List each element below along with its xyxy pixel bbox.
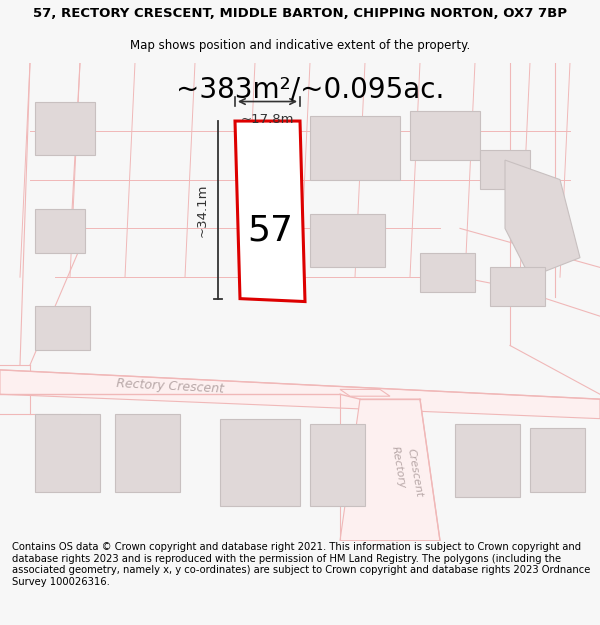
Bar bbox=[490, 268, 545, 306]
Text: Rectory Crescent: Rectory Crescent bbox=[116, 377, 224, 396]
Text: Crescent: Crescent bbox=[406, 447, 424, 498]
Bar bbox=[35, 101, 95, 155]
Text: ~17.8m: ~17.8m bbox=[241, 112, 294, 126]
Bar bbox=[420, 253, 475, 292]
Bar bbox=[220, 419, 300, 506]
Bar bbox=[35, 209, 85, 252]
Bar bbox=[115, 414, 180, 492]
Bar bbox=[35, 414, 100, 492]
Polygon shape bbox=[0, 370, 600, 419]
Bar bbox=[530, 428, 585, 492]
Bar bbox=[455, 424, 520, 497]
Bar bbox=[310, 116, 400, 179]
Text: ~383m²/~0.095ac.: ~383m²/~0.095ac. bbox=[176, 76, 444, 104]
Text: Map shows position and indicative extent of the property.: Map shows position and indicative extent… bbox=[130, 39, 470, 51]
Bar bbox=[35, 306, 90, 351]
Bar bbox=[310, 424, 365, 506]
Text: 57, RECTORY CRESCENT, MIDDLE BARTON, CHIPPING NORTON, OX7 7BP: 57, RECTORY CRESCENT, MIDDLE BARTON, CHI… bbox=[33, 8, 567, 20]
Bar bbox=[410, 111, 480, 160]
Text: ~34.1m: ~34.1m bbox=[196, 183, 209, 237]
Polygon shape bbox=[235, 121, 305, 301]
Text: Rectory: Rectory bbox=[389, 446, 407, 489]
Bar bbox=[480, 151, 530, 189]
Polygon shape bbox=[505, 160, 580, 277]
Polygon shape bbox=[340, 399, 440, 541]
Polygon shape bbox=[340, 389, 390, 396]
Text: 57: 57 bbox=[247, 213, 293, 247]
Bar bbox=[310, 214, 385, 268]
Text: Contains OS data © Crown copyright and database right 2021. This information is : Contains OS data © Crown copyright and d… bbox=[12, 542, 590, 587]
